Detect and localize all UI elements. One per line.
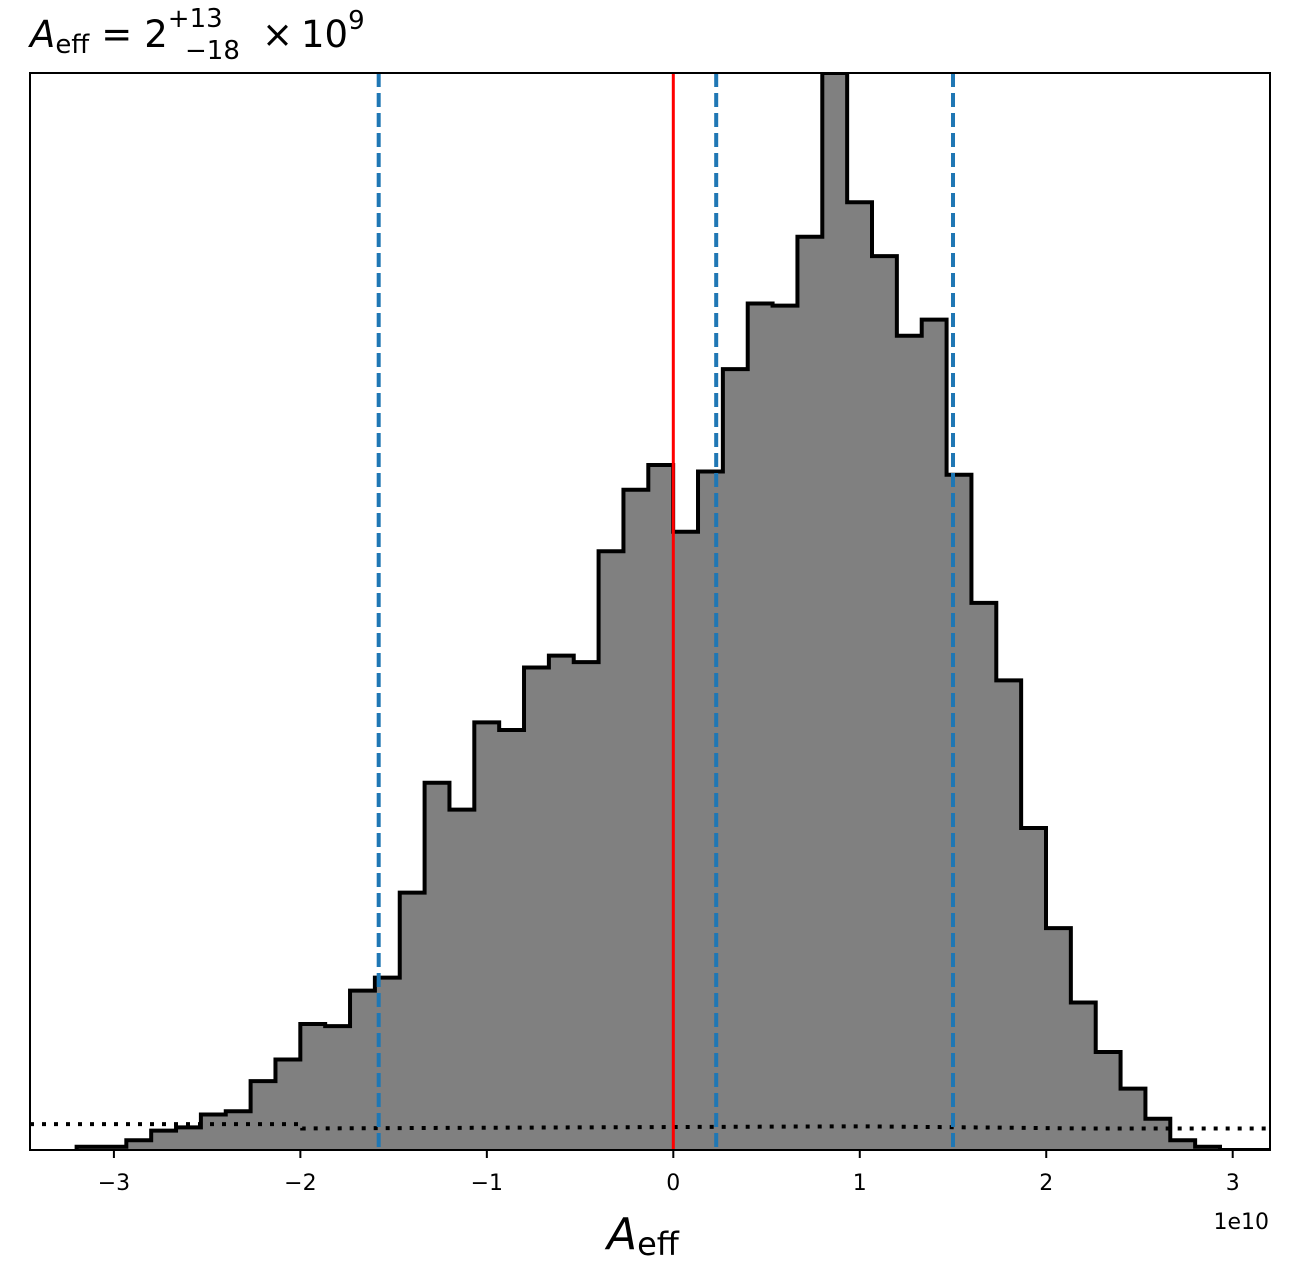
histogram-bar	[648, 465, 674, 1150]
histogram-bar	[847, 202, 873, 1150]
histogram-bar	[698, 471, 724, 1150]
histogram-bar	[1070, 1002, 1097, 1150]
histogram-bar	[747, 303, 774, 1150]
x-tick-label: 3	[1226, 1171, 1240, 1196]
title-lower: −18	[185, 36, 240, 66]
histogram-bar	[623, 489, 649, 1150]
x-tick-label: 0	[666, 1171, 680, 1196]
histogram-bar	[524, 667, 550, 1150]
histogram-bar	[772, 305, 799, 1150]
x-tick-label: 2	[1039, 1171, 1053, 1196]
title-symbol: A	[28, 13, 55, 56]
x-axis-label-sub: eff	[637, 1225, 680, 1263]
histogram-bar	[350, 990, 376, 1150]
plot-area	[30, 73, 1270, 1150]
histogram-bar	[1145, 1118, 1171, 1150]
histogram-bar	[946, 474, 973, 1150]
title-value: 2	[144, 13, 168, 56]
x-tick-label: 1	[853, 1171, 867, 1196]
histogram-bar	[548, 655, 575, 1150]
title-upper: +13	[168, 4, 223, 34]
histogram-bar	[151, 1130, 177, 1150]
histogram-bar	[797, 236, 823, 1150]
histogram-bar	[1170, 1140, 1196, 1150]
prior-dotted-line	[30, 1122, 1270, 1131]
title-times: ×	[262, 13, 293, 56]
x-offset-label: 1e10	[1213, 1210, 1269, 1235]
x-tick-label: −2	[284, 1171, 316, 1196]
chart-title: Aeff = 2+13 −18 × 109	[28, 4, 365, 66]
x-tick-label: −3	[98, 1171, 130, 1196]
histogram-bar	[474, 722, 500, 1150]
x-tick-label: −1	[471, 1171, 503, 1196]
histogram-bar	[499, 729, 525, 1150]
histogram-bar	[1045, 928, 1072, 1150]
histogram-bar	[275, 1059, 301, 1150]
title-exp: 9	[348, 6, 365, 36]
histogram-bar	[424, 782, 451, 1150]
histogram-bar	[1021, 827, 1047, 1150]
histogram-bar	[1120, 1088, 1147, 1150]
title-symbol-sub: eff	[55, 30, 90, 60]
title-equals: =	[101, 13, 132, 56]
histogram-bar	[176, 1127, 202, 1150]
histogram-bar	[896, 335, 923, 1150]
histogram-bar	[449, 809, 475, 1150]
histogram-bar	[822, 73, 848, 1150]
histogram-outline	[74, 73, 1270, 1150]
x-axis-label: Aeff	[604, 1209, 680, 1263]
histogram-bar	[225, 1111, 252, 1150]
histogram-bar	[722, 369, 749, 1150]
histogram-bar	[598, 551, 625, 1150]
histogram-bar	[673, 531, 699, 1150]
axes-frame	[29, 72, 1271, 1151]
histogram-bar	[1095, 1051, 1122, 1150]
histogram-bar	[996, 680, 1022, 1150]
histogram-bar	[872, 256, 898, 1150]
histogram-bar	[300, 1023, 326, 1150]
x-axis-label-symbol: A	[604, 1209, 637, 1260]
histogram-bar	[200, 1114, 227, 1150]
histogram-bar	[399, 892, 426, 1150]
title-base: 10	[301, 13, 348, 56]
histogram-bar	[325, 1026, 351, 1150]
histogram-bar	[971, 602, 997, 1150]
histogram-bar	[921, 319, 948, 1150]
histogram-bar	[250, 1081, 277, 1150]
histogram-bar	[126, 1140, 152, 1150]
histogram-bar	[573, 662, 600, 1150]
x-ticks: −3 −2 −1 0 1 2 3	[98, 1150, 1240, 1196]
